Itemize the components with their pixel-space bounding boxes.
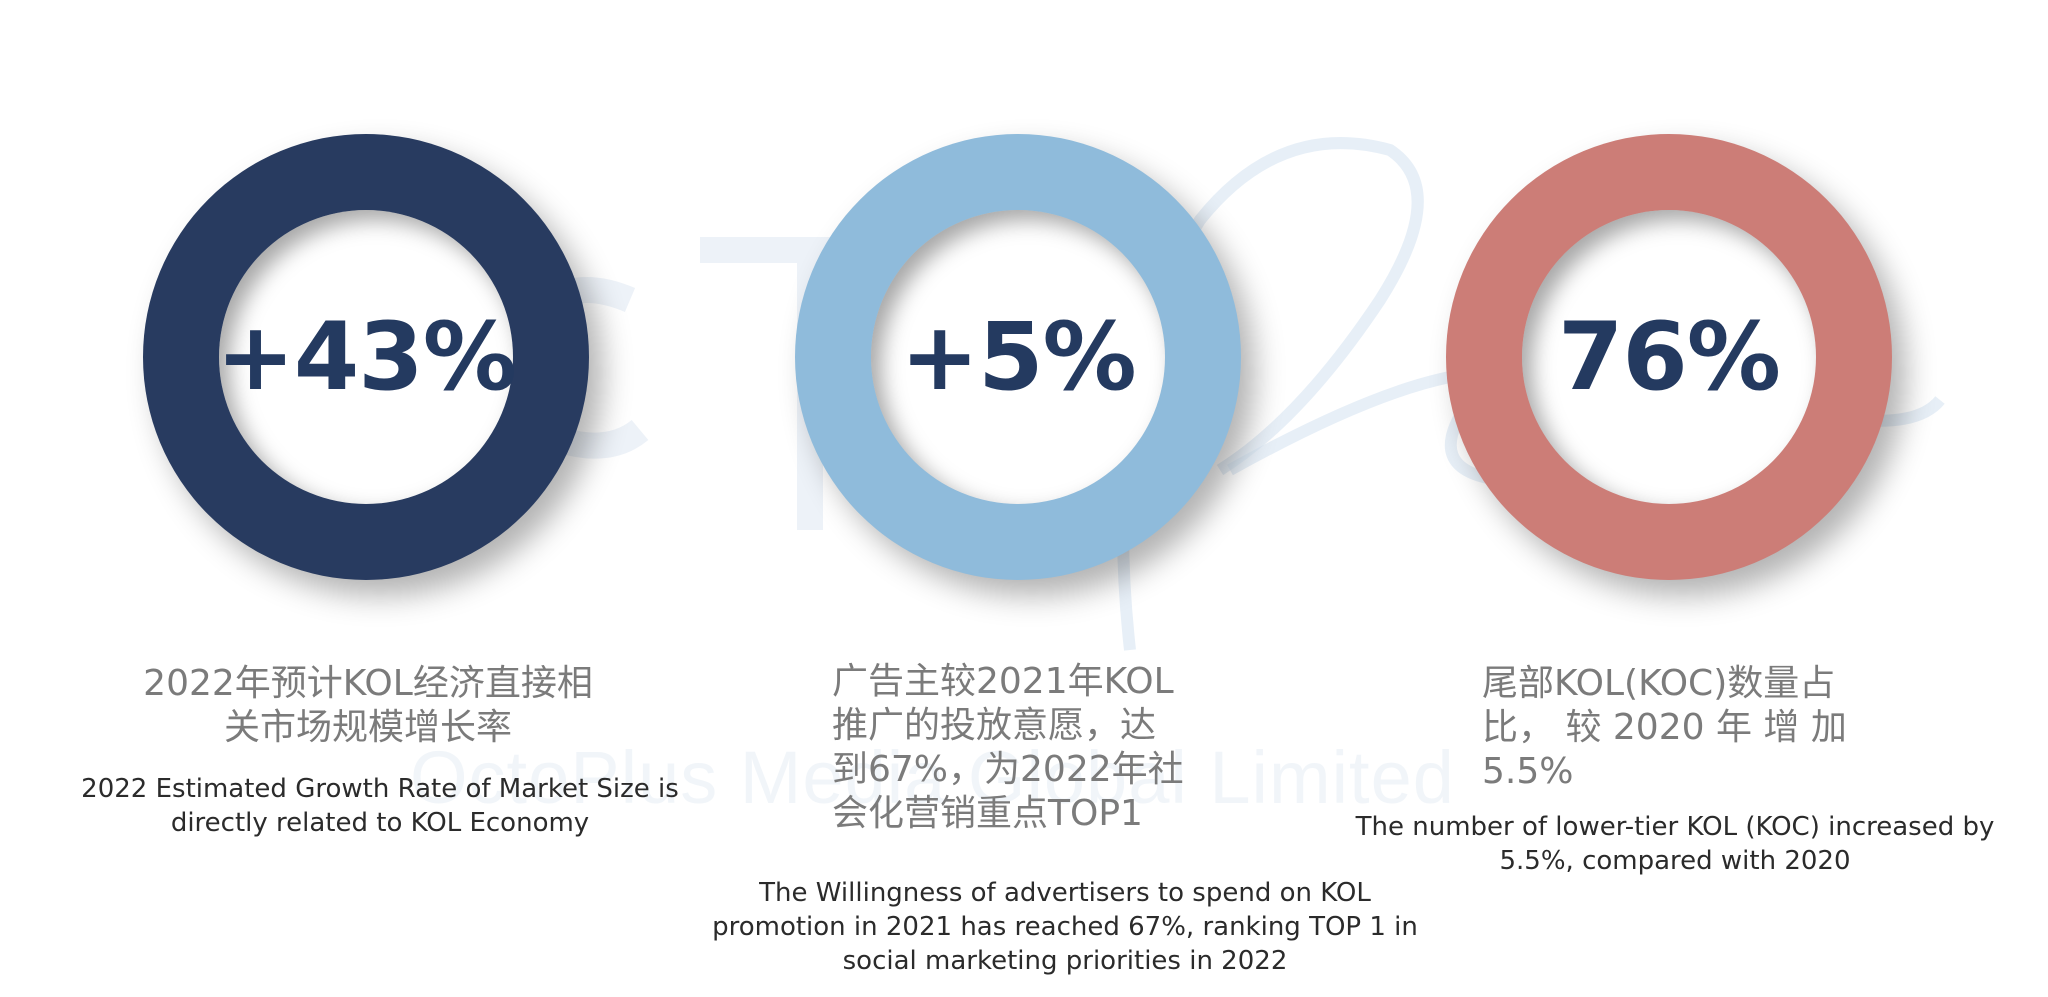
stat-ring-hole: +43% (216, 210, 517, 504)
stat-ring-hole: 76% (1522, 210, 1816, 504)
stat-value: +5% (900, 302, 1136, 412)
stat-label-en: 2022 Estimated Growth Rate of Market Siz… (81, 774, 679, 838)
stat-ring-2: +5% (795, 134, 1241, 580)
stat-label-zh: 广告主较2021年KOL 推广的投放意愿，达 到67%，为2022年社 会化营销… (832, 661, 1184, 834)
stat-ring-1: +43% (143, 134, 589, 580)
stat-value: +43% (216, 302, 517, 412)
stat-label-en: The number of lower-tier KOL (KOC) incre… (1355, 812, 1995, 876)
stat-ring-hole: +5% (871, 210, 1165, 504)
stat-label-zh: 尾部KOL(KOC)数量占 比， 较 2020 年 增 加 5.5% (1482, 663, 1847, 792)
stat-label-zh: 2022年预计KOL经济直接相 关市场规模增长率 (143, 663, 593, 748)
stat-value: 76% (1558, 302, 1781, 412)
stat-label-en: The Willingness of advertisers to spend … (712, 878, 1418, 976)
stat-ring-3: 76% (1446, 134, 1892, 580)
